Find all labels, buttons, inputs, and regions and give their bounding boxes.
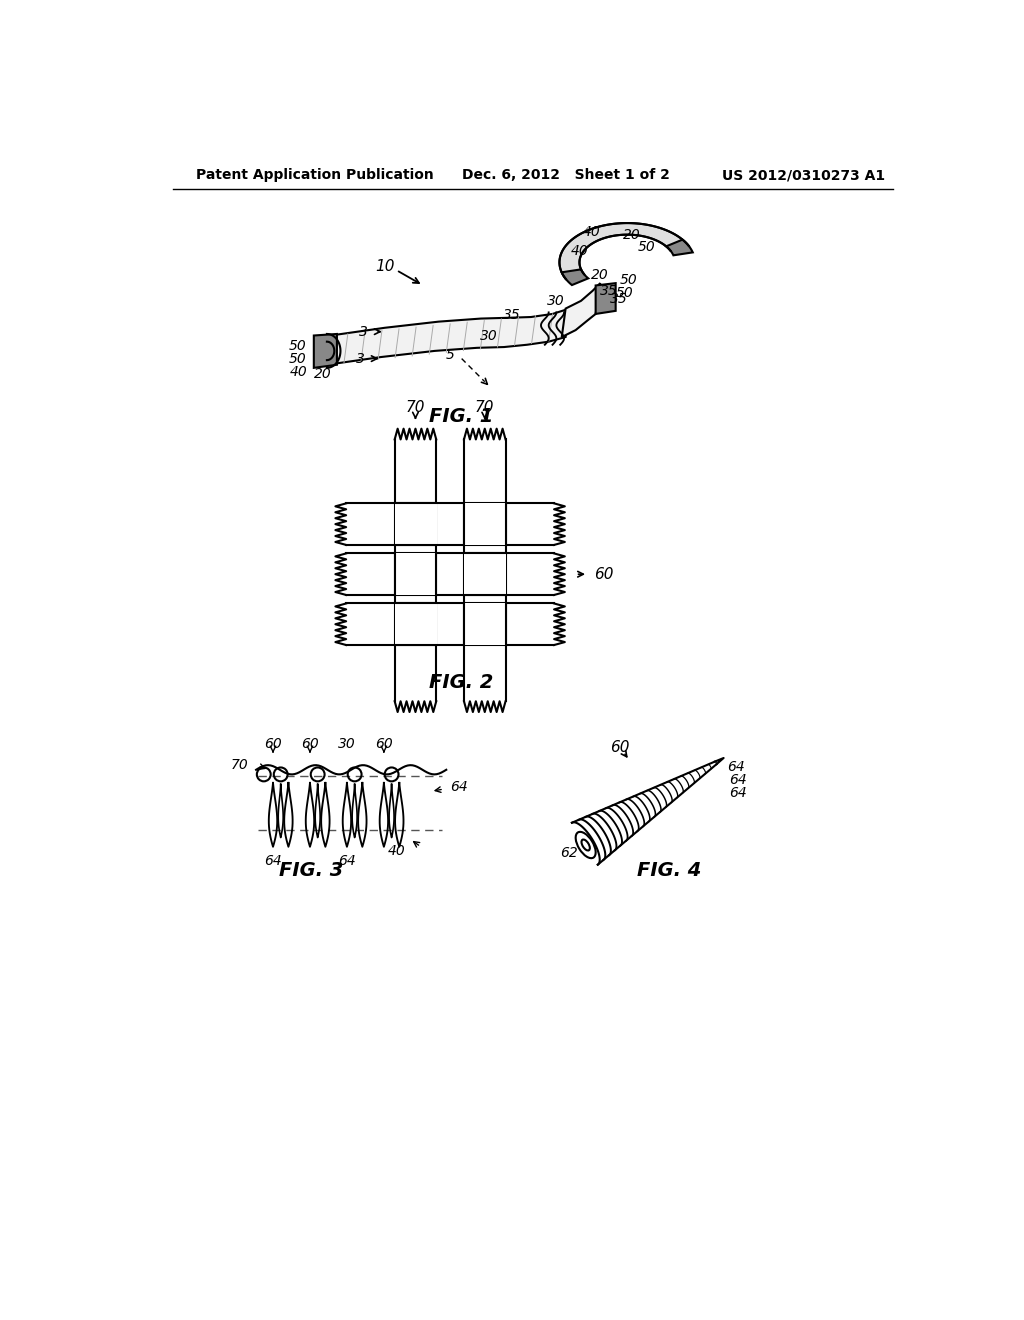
Text: 50: 50 bbox=[615, 286, 634, 300]
Text: 10: 10 bbox=[375, 259, 394, 273]
Text: 64: 64 bbox=[727, 760, 745, 774]
Text: 60: 60 bbox=[594, 566, 613, 582]
Text: FIG. 2: FIG. 2 bbox=[429, 672, 494, 692]
Text: 40: 40 bbox=[290, 366, 307, 379]
Text: 62: 62 bbox=[560, 846, 579, 859]
Bar bbox=[346, 603, 554, 645]
Text: 70: 70 bbox=[475, 400, 495, 414]
Polygon shape bbox=[596, 284, 615, 314]
Text: 64: 64 bbox=[338, 854, 355, 867]
Text: 60: 60 bbox=[264, 737, 282, 751]
Polygon shape bbox=[559, 223, 688, 279]
Bar bbox=[346, 553, 554, 595]
Bar bbox=[394, 440, 437, 701]
Text: 60: 60 bbox=[609, 741, 630, 755]
Text: 30: 30 bbox=[479, 329, 498, 342]
Text: FIG. 1: FIG. 1 bbox=[429, 407, 494, 426]
Text: 64: 64 bbox=[264, 854, 282, 867]
Text: 3: 3 bbox=[355, 351, 365, 366]
Bar bbox=[464, 503, 506, 545]
Polygon shape bbox=[562, 284, 600, 337]
Text: 50: 50 bbox=[620, 273, 637, 286]
Text: 20: 20 bbox=[314, 367, 332, 381]
Bar bbox=[394, 603, 437, 645]
Bar bbox=[464, 440, 506, 701]
Text: Patent Application Publication: Patent Application Publication bbox=[196, 169, 434, 182]
Text: 50: 50 bbox=[637, 240, 655, 253]
Text: 3: 3 bbox=[358, 325, 368, 339]
Text: 40: 40 bbox=[388, 845, 406, 858]
Polygon shape bbox=[327, 309, 569, 364]
Text: 64: 64 bbox=[730, 785, 748, 800]
Text: 70: 70 bbox=[230, 758, 249, 772]
Text: Dec. 6, 2012   Sheet 1 of 2: Dec. 6, 2012 Sheet 1 of 2 bbox=[462, 169, 670, 182]
Text: US 2012/0310273 A1: US 2012/0310273 A1 bbox=[722, 169, 885, 182]
Text: 64: 64 bbox=[730, 772, 748, 787]
Bar bbox=[346, 503, 554, 545]
Text: 35: 35 bbox=[609, 292, 628, 306]
Text: 60: 60 bbox=[301, 737, 318, 751]
Text: 50: 50 bbox=[289, 351, 306, 366]
Text: 30: 30 bbox=[547, 294, 564, 308]
Polygon shape bbox=[313, 334, 337, 368]
Text: FIG. 3: FIG. 3 bbox=[280, 861, 344, 880]
Bar bbox=[394, 553, 437, 595]
Polygon shape bbox=[561, 269, 588, 285]
Bar bbox=[464, 553, 506, 595]
Text: 64: 64 bbox=[451, 780, 468, 795]
Text: 40: 40 bbox=[571, 244, 589, 257]
Bar bbox=[394, 503, 437, 545]
Text: 70: 70 bbox=[406, 400, 425, 414]
Text: 60: 60 bbox=[375, 737, 393, 751]
Text: 35: 35 bbox=[600, 284, 618, 298]
Text: 35: 35 bbox=[503, 308, 520, 322]
Text: 20: 20 bbox=[624, 228, 641, 243]
Text: 30: 30 bbox=[338, 737, 355, 751]
Text: 5: 5 bbox=[445, 347, 455, 362]
Text: 50: 50 bbox=[289, 339, 306, 354]
Text: 20: 20 bbox=[591, 268, 609, 282]
Text: FIG. 4: FIG. 4 bbox=[637, 861, 701, 880]
Text: 40: 40 bbox=[583, 224, 600, 239]
Polygon shape bbox=[667, 240, 693, 255]
Bar bbox=[464, 603, 506, 645]
